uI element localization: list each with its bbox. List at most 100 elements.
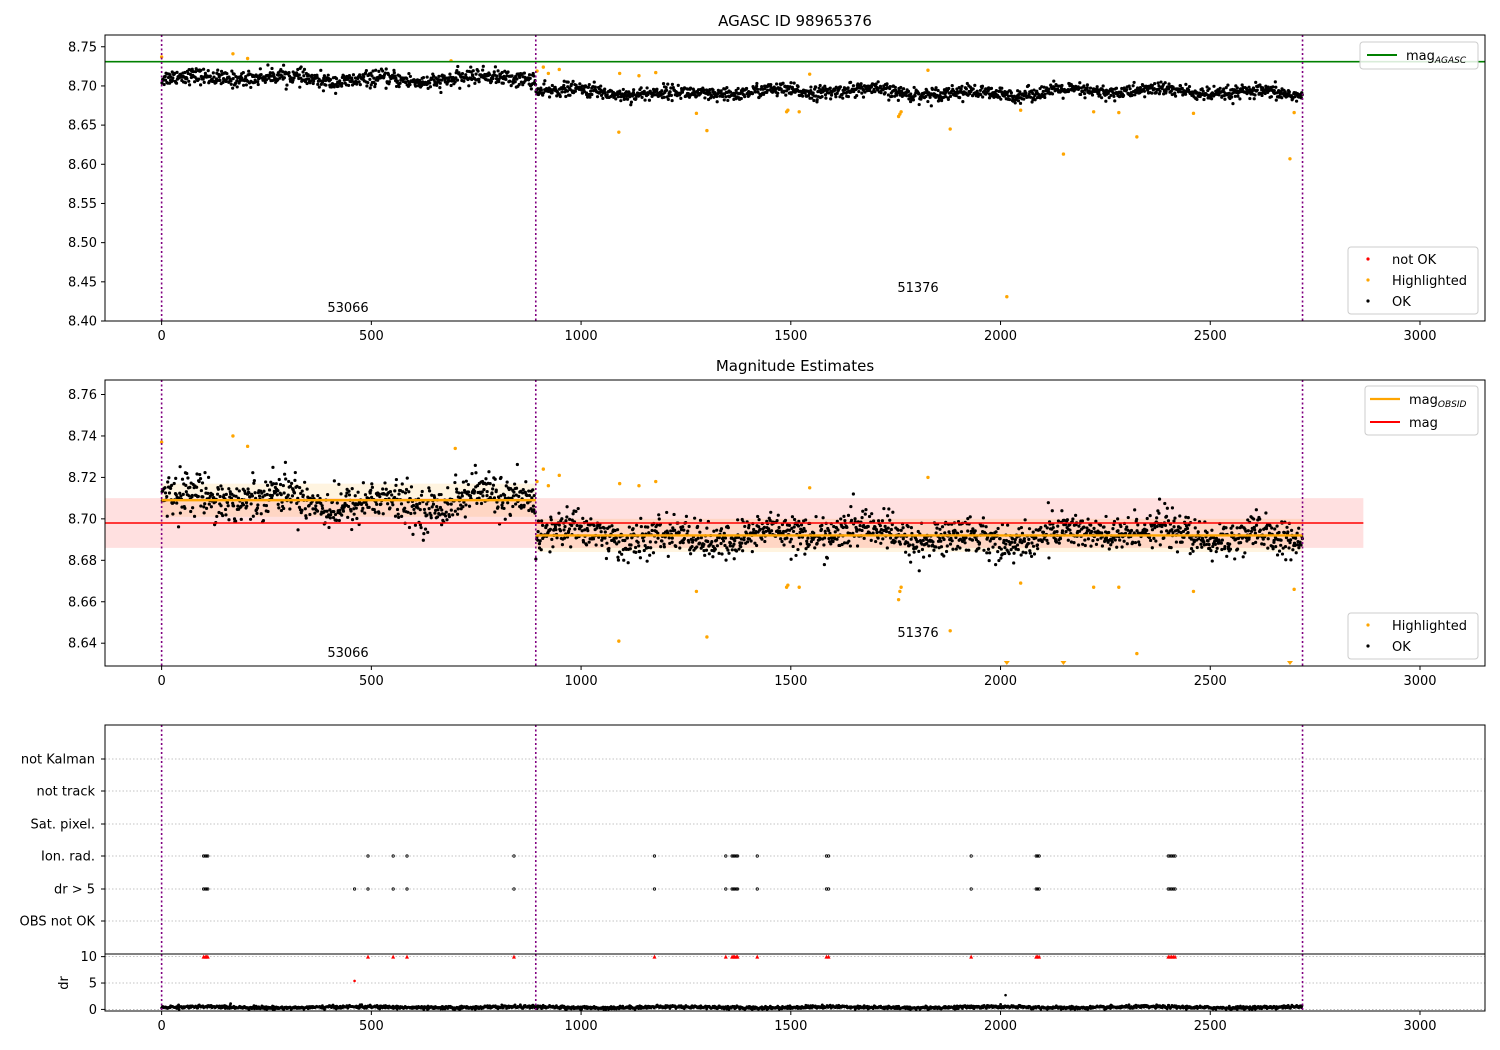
ok-point: [189, 509, 193, 514]
ok-point: [176, 525, 181, 529]
ok-point: [384, 487, 388, 491]
flag-point: [405, 887, 409, 891]
ok-point: [1291, 548, 1295, 552]
ok-point: [1006, 94, 1011, 98]
ok-point: [616, 558, 621, 562]
ok-point: [307, 503, 311, 508]
ok-point: [756, 90, 760, 94]
ok-point: [244, 501, 249, 505]
ok-point: [1223, 97, 1227, 101]
ok-point: [373, 82, 377, 86]
highlighted-point: [797, 585, 801, 589]
ok-point: [464, 73, 468, 77]
ok-point: [522, 71, 526, 75]
ok-point: [949, 536, 953, 540]
ok-point: [346, 504, 351, 509]
ok-point: [411, 503, 416, 508]
ok-point: [934, 545, 938, 549]
ok-point: [981, 524, 985, 528]
ok-point: [1298, 540, 1302, 544]
ok-point: [1287, 546, 1291, 550]
ok-point: [913, 94, 917, 98]
ok-point: [599, 93, 604, 98]
ok-point: [284, 87, 288, 91]
y-tick-label: 8.68: [68, 554, 97, 569]
ok-point: [590, 92, 594, 97]
ok-point: [407, 71, 411, 76]
ok-point: [302, 74, 306, 78]
ok-point: [1111, 527, 1115, 531]
ok-point: [518, 75, 522, 80]
ok-point: [500, 70, 504, 75]
ok-point: [585, 93, 589, 97]
ok-point: [670, 540, 674, 544]
ok-point: [363, 493, 368, 497]
ok-point: [1189, 547, 1194, 551]
ok-point: [607, 549, 611, 553]
ok-point: [279, 493, 283, 497]
flag-label: not track: [36, 785, 95, 800]
ok-point: [901, 537, 905, 541]
ok-point: [438, 81, 442, 85]
ok-point: [493, 477, 497, 481]
ok-point: [760, 85, 764, 89]
ok-point: [197, 77, 201, 81]
ok-point: [257, 494, 262, 498]
ok-point: [677, 531, 681, 535]
ok-point: [1193, 518, 1197, 522]
ok-point: [588, 95, 592, 99]
flag-point: [755, 887, 759, 891]
ok-point: [1212, 84, 1216, 88]
ok-point: [562, 83, 566, 88]
ok-point: [882, 506, 886, 511]
y-tick-label: 8.60: [68, 158, 97, 173]
ok-point: [485, 490, 489, 494]
ok-point: [432, 74, 436, 78]
ok-point: [514, 74, 518, 78]
ok-point: [656, 536, 660, 540]
ok-point: [1243, 551, 1247, 555]
y-tick-label: 0: [89, 1003, 97, 1018]
ok-point: [605, 93, 609, 97]
ok-point: [1284, 536, 1289, 540]
highlighted-point: [786, 583, 790, 587]
ok-point: [235, 85, 239, 89]
ok-point: [802, 526, 806, 531]
ok-point: [1289, 558, 1293, 562]
ok-point: [1289, 528, 1294, 532]
ok-point: [425, 75, 429, 79]
ok-point: [1220, 547, 1224, 552]
ok-point: [212, 75, 216, 79]
ok-point: [347, 489, 351, 493]
ok-point: [708, 88, 712, 92]
ok-point: [244, 83, 248, 87]
ok-point: [241, 71, 245, 75]
ok-point: [427, 489, 432, 493]
ok-point: [473, 81, 477, 85]
ok-point: [186, 476, 190, 480]
ok-point: [907, 553, 911, 557]
ok-point: [264, 503, 269, 508]
ok-point: [836, 528, 840, 532]
ok-point: [178, 511, 182, 515]
ok-point: [245, 504, 249, 508]
ok-point: [500, 503, 504, 507]
ok-point: [1247, 85, 1251, 89]
ok-point: [860, 528, 864, 533]
flag-point: [1166, 854, 1170, 858]
ok-point: [1268, 524, 1272, 528]
ok-point: [740, 541, 744, 545]
ok-point: [1254, 80, 1258, 84]
flag-label: not Kalman: [21, 753, 95, 768]
ok-point: [449, 83, 453, 88]
ok-point: [255, 511, 259, 516]
ok-point: [855, 529, 859, 533]
ok-point: [286, 493, 290, 497]
ok-point: [860, 516, 864, 520]
ok-point: [1249, 529, 1254, 533]
ok-point: [489, 79, 494, 83]
ok-point: [1272, 538, 1276, 543]
ok-point: [175, 501, 179, 505]
ok-point: [912, 85, 916, 90]
ok-point: [667, 536, 671, 540]
